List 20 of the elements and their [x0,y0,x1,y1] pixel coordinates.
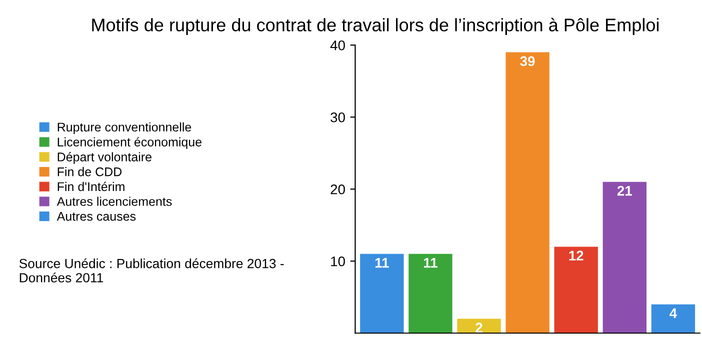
legend-label: Autres licenciements [56,196,172,206]
legend-label: Fin de CDD [58,167,122,176]
legend-label: Départ volontaire [58,152,152,164]
data-label: 2 [476,322,482,332]
data-label: 21 [617,186,632,196]
legend-label: Fin d'Intérim [58,182,124,192]
legend-label: Autres causes [56,212,136,221]
legend-label: Licenciement économique [58,137,202,149]
data-label: 12 [569,250,584,260]
data-label: 11 [375,258,389,268]
data-label: 4 [670,308,677,318]
data-label: 39 [520,56,535,66]
legend-label: Rupture conventionnelle [58,122,192,134]
y-tick-label: 40 [330,40,345,50]
source-note: Source Unédic : Publication décembre 2013 - Données 2011 [19,258,284,282]
y-tick-label: 30 [330,112,345,122]
chart-title: Motifs de rupture du contrat de travail lors de l’inscription à Pôle Emploi [92,18,659,35]
y-tick-label: 20 [330,184,345,194]
y-tick-label: 10 [331,256,345,266]
data-label: 11 [424,258,438,268]
